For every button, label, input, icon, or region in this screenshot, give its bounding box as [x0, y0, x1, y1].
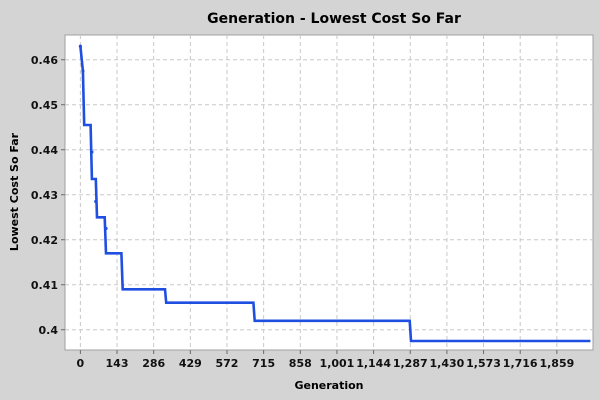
x-axis-label: Generation — [294, 379, 363, 392]
series-layer — [78, 44, 591, 343]
data-point — [78, 44, 82, 48]
y-tick-label: 0.41 — [31, 279, 58, 292]
x-tick-label: 858 — [289, 357, 312, 370]
gridlines — [65, 35, 593, 350]
chart-title: Generation - Lowest Cost So Far — [207, 11, 461, 27]
y-tick-label: 0.44 — [31, 144, 58, 157]
x-tick-label: 429 — [179, 357, 202, 370]
y-tick-label: 0.4 — [39, 324, 59, 337]
x-tick-label: 1,001 — [320, 357, 355, 370]
data-point — [81, 69, 85, 73]
x-tick-label: 1,287 — [393, 357, 428, 370]
x-tick-label: 715 — [252, 357, 275, 370]
x-tick-label: 1,859 — [539, 357, 574, 370]
y-tick-label: 0.43 — [31, 189, 58, 202]
y-axis-label: Lowest Cost So Far — [8, 132, 21, 251]
y-tick-label: 0.42 — [31, 234, 58, 247]
data-point — [94, 199, 98, 204]
x-tick-label: 1,144 — [356, 357, 391, 370]
y-tick-label: 0.45 — [31, 99, 58, 112]
plot-area — [64, 34, 594, 351]
series-line — [79, 46, 591, 343]
data-point — [90, 150, 94, 154]
x-tick-label: 572 — [216, 357, 239, 370]
x-tick-label: 143 — [106, 357, 129, 370]
x-tick-label: 1,430 — [430, 357, 465, 370]
x-axis: 0 143 286 429 572 715 858 1,001 1,144 1,287 1,430 1… — [77, 350, 574, 370]
y-axis: 0.4 0.41 0.42 0.43 0.44 0.45 0.46 — [31, 54, 65, 337]
y-tick-label: 0.46 — [31, 54, 58, 67]
x-tick-label: 1,573 — [466, 357, 501, 370]
x-tick-label: 286 — [142, 357, 165, 370]
x-tick-label: 1,716 — [503, 357, 538, 370]
data-point — [104, 226, 108, 231]
x-tick-label: 0 — [77, 357, 85, 370]
